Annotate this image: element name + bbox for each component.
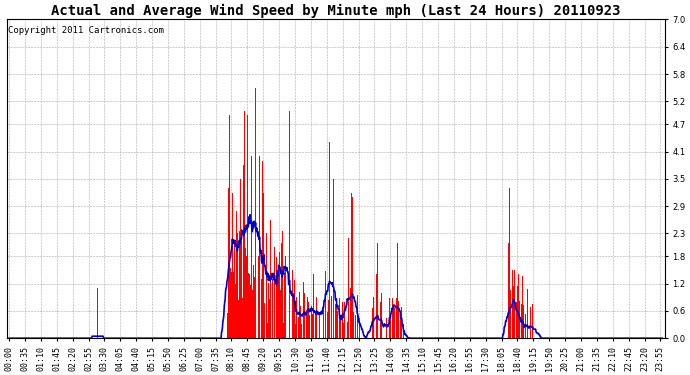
Text: Copyright 2011 Cartronics.com: Copyright 2011 Cartronics.com (8, 26, 164, 35)
Title: Actual and Average Wind Speed by Minute mph (Last 24 Hours) 20110923: Actual and Average Wind Speed by Minute … (51, 4, 620, 18)
